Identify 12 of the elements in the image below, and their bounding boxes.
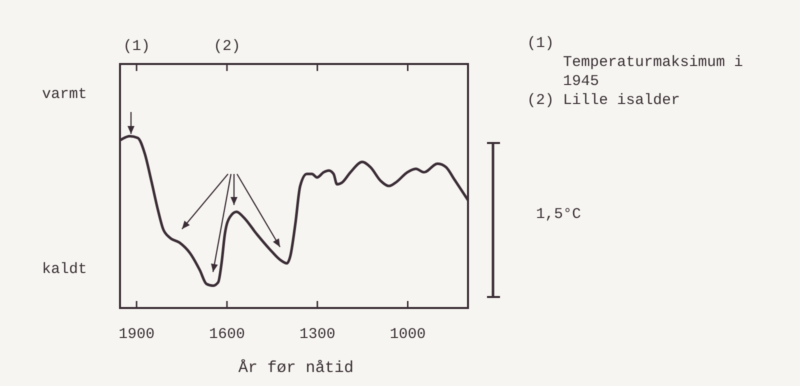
x-tick-label: 1900 [118, 326, 155, 343]
text: (2) [213, 38, 240, 55]
x-tick-label: 1300 [299, 326, 336, 343]
x-axis-title: År før nåtid [238, 359, 354, 377]
text: (1) [123, 38, 150, 55]
text: (2) Lille isalder [527, 92, 680, 109]
x-tick-label: 1600 [208, 326, 245, 343]
x-tick-label: 1000 [390, 326, 426, 343]
text: varmt [42, 86, 88, 103]
text: 1,5°C [536, 206, 582, 223]
text: (1) Temperaturmaksimum i 1945 [527, 35, 744, 90]
text: kaldt [42, 261, 88, 278]
